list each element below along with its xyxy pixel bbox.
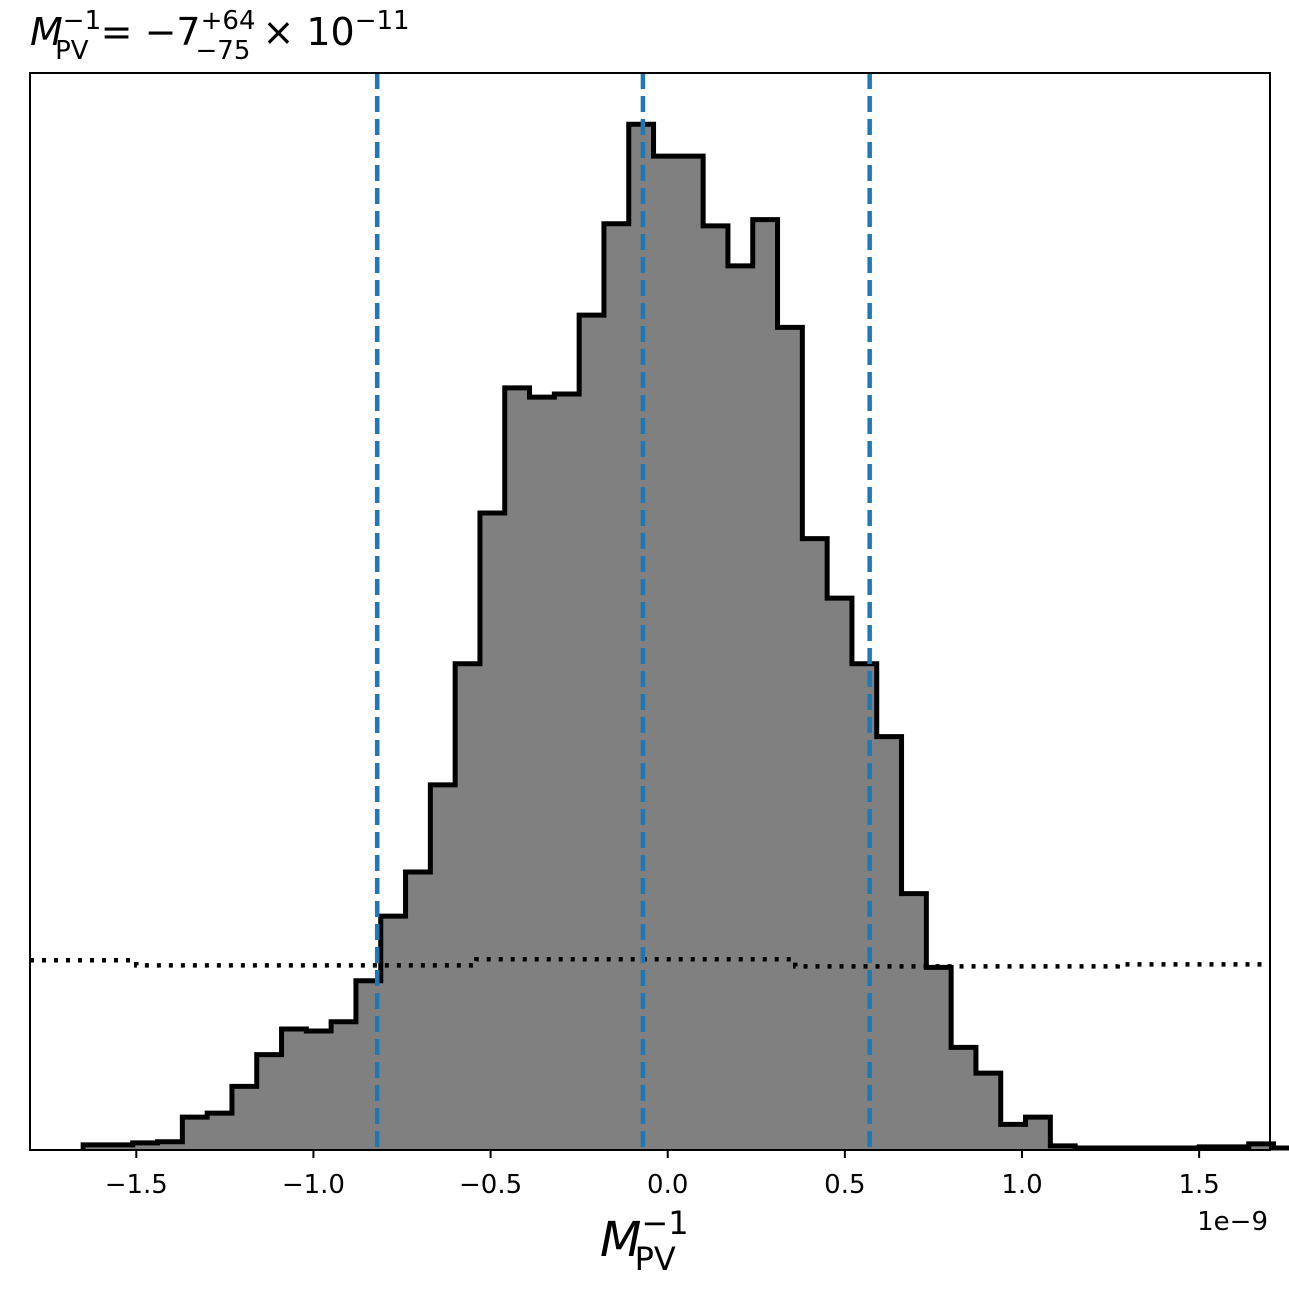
histogram-bar (901, 893, 927, 1150)
plot-frame (29, 72, 1271, 1151)
histogram-bar (1000, 1124, 1027, 1150)
prior-layer (30, 956, 1270, 969)
histogram-bar (975, 1073, 1002, 1150)
histogram-bar (678, 156, 704, 1150)
histogram-bar (331, 1021, 357, 1150)
histogram-bar (703, 225, 729, 1150)
histogram-bar (182, 1117, 208, 1150)
histogram-bar (306, 1031, 332, 1150)
histogram-bar (107, 1144, 134, 1150)
histogram-bar (405, 872, 431, 1150)
histogram-bar (231, 1086, 258, 1150)
x-tick-label: 1.5 (1178, 1170, 1219, 1200)
histogram-bar (504, 387, 531, 1150)
histogram-bar (653, 156, 679, 1150)
histogram-bar (281, 1028, 307, 1150)
x-tick-label: −0.5 (459, 1170, 522, 1200)
histogram-bar (157, 1141, 183, 1150)
axes-layer (29, 72, 1271, 1151)
histogram-bar (380, 916, 407, 1150)
x-tick-label: 0.0 (647, 1170, 688, 1200)
histogram-bar (256, 1054, 283, 1150)
histogram-bar (1025, 1117, 1051, 1150)
histogram-bar (1248, 1143, 1275, 1150)
histogram-layer (80, 121, 1289, 1151)
x-ticks-layer: −1.5 −1.0 −0.5 0.0 0.5 1.0 1.5 (105, 1150, 1220, 1200)
histogram-bar (603, 223, 630, 1150)
histogram-bar (554, 394, 580, 1150)
histogram-bar (727, 265, 754, 1150)
quantile-lines-layer (374, 73, 872, 1150)
x-offset-text: 1e−9 (1197, 1207, 1268, 1237)
histogram-bar (802, 538, 828, 1150)
histogram-bar (455, 663, 481, 1150)
x-tick-label: 1.0 (1001, 1170, 1042, 1200)
histogram-bar (207, 1113, 233, 1150)
histogram-bar (951, 1047, 977, 1150)
histogram-bar (777, 327, 803, 1150)
histogram-bar (752, 219, 779, 1151)
histogram-bar (926, 967, 952, 1150)
x-tick-label: 0.5 (824, 1170, 865, 1200)
chart-title: M−1 PV = −7+64 −75 × 10−11 (30, 6, 410, 66)
histogram-bar (132, 1142, 159, 1150)
x-tick-label: −1.5 (105, 1170, 168, 1200)
histogram-bar (479, 513, 506, 1150)
x-axis-label: M−1 PV (600, 1204, 689, 1278)
prior-line (30, 956, 1270, 969)
histogram-bar (83, 1144, 109, 1150)
histogram-bar (827, 598, 853, 1150)
histogram-outline (80, 121, 1289, 1151)
x-tick-label: −1.0 (282, 1170, 345, 1200)
histogram-bar (579, 315, 605, 1150)
histogram-bar (876, 736, 903, 1150)
histogram-bar (529, 397, 555, 1150)
histogram-bar (851, 663, 878, 1150)
